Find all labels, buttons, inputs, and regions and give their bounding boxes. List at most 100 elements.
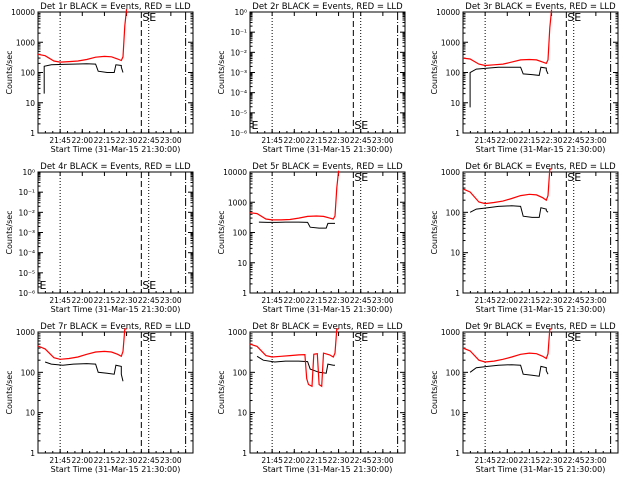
panel-title: Det 7r BLACK = Events, RED = LLD [40,322,191,332]
x-tick-label: 22:00 [71,296,93,305]
plot-frame [37,11,194,134]
y-tick-label: 10⁰ [22,168,35,177]
end-marker: E [574,331,581,344]
x-tick-label: 21:45 [474,456,496,465]
y-tick-label: 1000 [228,198,247,207]
y-axis-label: Counts/sec [217,210,226,254]
start-marker: S [567,331,574,344]
x-tick-label: 22:45 [350,136,372,145]
x-tick-label: 21:45 [261,296,283,305]
x-axis-label: Start Time (31-Mar-15 21:30:00) [476,145,606,154]
start-marker: S [354,331,361,344]
end-marker: E [361,171,368,184]
y-tick-label: 100 [21,368,36,377]
start-marker: S [142,279,149,292]
x-axis-label: Start Time (31-Mar-15 21:30:00) [263,465,393,474]
y-tick-label: 10⁻⁵ [230,109,247,118]
x-tick-label: 22:00 [496,296,518,305]
y-tick-label: 1 [455,289,460,298]
x-tick-label: 23:00 [160,456,182,465]
x-tick-label: 22:15 [306,136,328,145]
x-tick-label: 22:45 [138,456,160,465]
y-tick-label: 10⁻⁵ [18,269,35,278]
y-tick-label: 10⁻² [18,208,35,217]
x-tick-label: 22:30 [116,136,138,145]
x-tick-label: 22:45 [563,296,585,305]
y-tick-label: 10⁻³ [230,69,247,78]
y-tick-label: 10000 [436,8,460,17]
events-series-line [469,364,549,377]
panel-title: Det 1r BLACK = Events, RED = LLD [40,2,191,12]
x-tick-label: 22:00 [71,136,93,145]
y-axis-label: Counts/sec [430,50,439,94]
x-tick-label: 23:00 [160,136,182,145]
y-tick-label: 1000 [441,168,460,177]
y-tick-label: 10⁻⁴ [18,249,35,258]
events-series-line [43,63,124,94]
x-tick-label: 22:30 [116,296,138,305]
y-tick-label: 100 [446,368,461,377]
y-tick-label: 100 [233,368,248,377]
x-tick-label: 22:30 [328,136,350,145]
plot-frame [462,331,619,454]
y-tick-label: 100 [446,208,461,217]
y-tick-label: 100 [21,69,36,78]
x-tick-label: 21:45 [49,456,71,465]
lld-series-line [249,328,339,388]
y-axis-label: Counts/sec [430,210,439,254]
start-marker: S [354,171,361,184]
x-tick-label: 22:15 [306,296,328,305]
y-tick-label: 1 [30,449,35,458]
y-tick-label: 10⁰ [234,8,247,17]
x-axis-label: Start Time (31-Mar-15 21:30:00) [51,145,181,154]
panel-title: Det 2r BLACK = Events, RED = LLD [252,2,403,12]
x-tick-label: 22:15 [306,456,328,465]
panel-title: Det 8r BLACK = Events, RED = LLD [252,322,403,332]
x-tick-label: 22:15 [519,456,541,465]
x-tick-label: 23:00 [585,136,607,145]
y-tick-label: 10 [450,409,460,418]
start-marker: S [567,11,574,24]
x-tick-label: 22:15 [94,136,116,145]
plot-frame [249,11,406,134]
y-axis-label: Counts/sec [5,50,14,94]
y-tick-label: 1000 [441,328,460,337]
y-tick-label: 10 [237,409,247,418]
x-tick-label: 22:45 [563,136,585,145]
x-tick-label: 23:00 [585,456,607,465]
lld-series-line [37,8,128,63]
x-axis-label: Start Time (31-Mar-15 21:30:00) [263,305,393,314]
y-axis-label: Counts/sec [430,370,439,414]
start-marker: S [354,119,361,132]
end-marker-left: E [251,119,258,132]
panel-title: Det 5r BLACK = Events, RED = LLD [252,162,403,172]
y-tick-label: 1000 [16,328,35,337]
y-tick-label: 1 [455,129,460,138]
lld-series-line [462,328,552,363]
end-marker: E [149,11,156,24]
y-tick-label: 1000 [16,38,35,47]
y-tick-label: 1 [30,129,35,138]
x-tick-label: 22:30 [116,456,138,465]
x-tick-label: 21:45 [49,296,71,305]
y-tick-label: 10⁻³ [18,229,35,238]
events-series-line [44,361,124,382]
end-marker: E [149,331,156,344]
x-tick-label: 22:30 [328,296,350,305]
x-tick-label: 21:45 [474,136,496,145]
lld-series-line [462,168,552,205]
x-tick-label: 22:00 [496,456,518,465]
lld-series-line [462,9,553,67]
plot-frame [37,331,194,454]
x-axis-label: Start Time (31-Mar-15 21:30:00) [263,145,393,154]
x-tick-label: 22:45 [350,296,372,305]
x-tick-label: 22:30 [328,456,350,465]
y-axis-label: Counts/sec [217,50,226,94]
x-axis-label: Start Time (31-Mar-15 21:30:00) [51,305,181,314]
